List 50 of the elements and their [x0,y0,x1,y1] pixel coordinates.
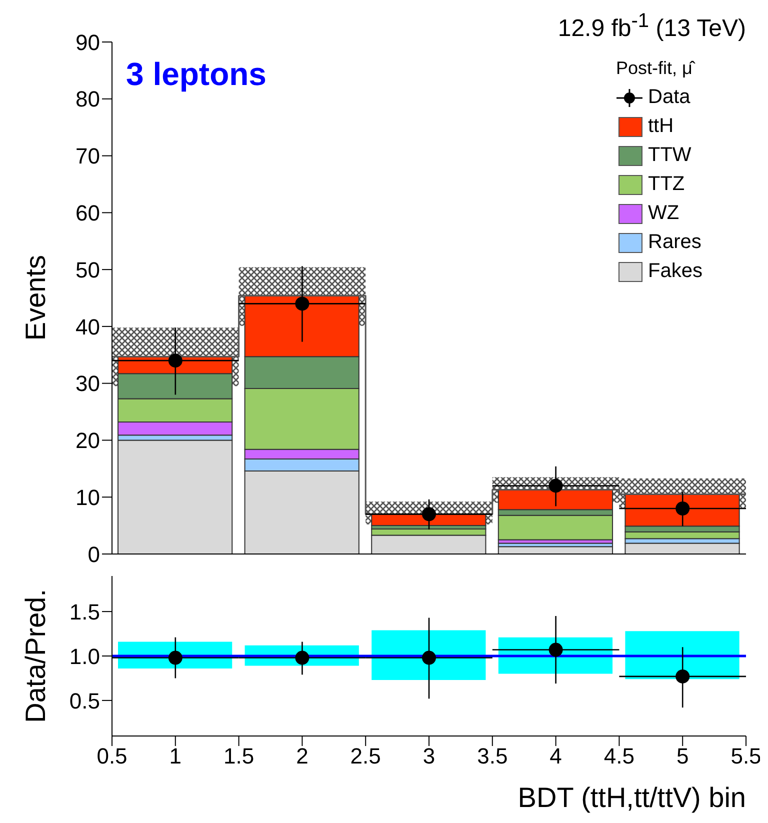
annotation: 3 leptons [126,56,266,93]
point [295,296,310,311]
bar [372,630,486,680]
y-tick-label: 1.5 [69,599,100,624]
point [422,507,436,522]
legend-label: Fakes [648,259,702,284]
x-tick-label: 0.5 [96,744,128,769]
y-tick-label: 30 [76,371,100,396]
y-tick-label: 1.0 [69,644,100,669]
y-tick-label: 60 [76,200,100,226]
legend-label: ttH [648,114,674,139]
point [548,478,563,493]
point [548,642,563,657]
point [422,650,436,665]
x-tick-label: 1.5 [224,744,254,769]
y-tick-label: 70 [76,144,100,169]
y-tick-label: 0 [88,542,100,567]
x-tick-label: 2 [296,744,308,769]
y-tick-label: 20 [76,428,100,454]
x-tick-label: 3.5 [477,744,508,769]
y-tick-label: 80 [76,86,100,112]
point [676,669,690,684]
x-tick-label: 3 [422,744,436,769]
y-axis-title: Data/Pred. [20,589,52,723]
y-tick-label: 50 [76,257,100,282]
legend-label: Data [648,85,690,110]
legend-label: WZ [648,201,680,226]
x-tick-label: 4 [550,744,562,769]
point [676,501,690,516]
point [168,650,182,665]
legend-title: Post-fit, μ̂ [616,57,696,80]
point [168,354,182,368]
legend-label: TTZ [648,172,685,197]
y-tick-label: 40 [76,314,100,340]
legend-label: TTW [648,143,692,168]
y-axis-title: Events [20,255,52,341]
y-tick-label: 0.5 [69,688,100,714]
point [295,650,310,665]
y-tick-label: 10 [76,484,100,510]
x-tick-label: 5 [676,744,689,769]
bar [118,440,233,554]
x-tick-label: 4.5 [604,744,634,769]
x-tick-label: 2.5 [350,744,381,769]
y-tick-label: 90 [76,30,100,55]
x-tick-label: 5.5 [730,744,762,769]
x-tick-label: 1 [169,744,182,769]
chart-title: 12.9 fb$^{-1}$ (13 TeV) [558,10,746,43]
legend-label: Rares [648,230,702,255]
bar [625,631,740,680]
x-axis-title: BDT (ttH,tt/ttV) bin [518,782,746,814]
